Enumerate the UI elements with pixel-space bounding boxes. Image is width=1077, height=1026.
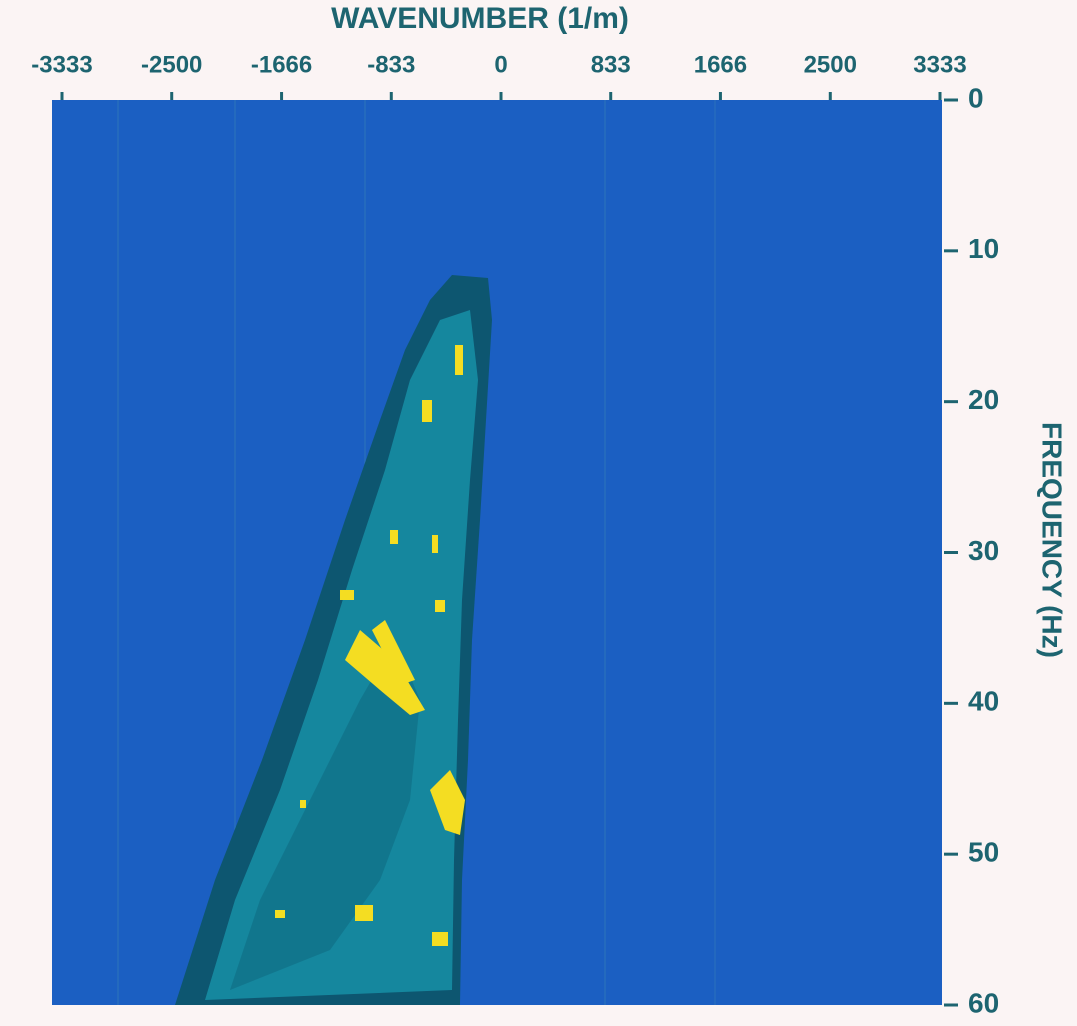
highlights bbox=[275, 345, 465, 946]
x-tick-label: 2500 bbox=[804, 51, 857, 78]
wedge-inner bbox=[205, 310, 478, 1000]
y-tick-label: 20 bbox=[968, 384, 999, 415]
x-tick-label: 0 bbox=[494, 51, 507, 78]
y-tick-label: 10 bbox=[968, 233, 999, 264]
x-tick-label: -1666 bbox=[251, 51, 312, 78]
wedge-texture bbox=[230, 640, 420, 990]
spectrum bbox=[117, 100, 716, 1005]
y-tick-label: 40 bbox=[968, 686, 999, 717]
y-tick-label: 0 bbox=[968, 82, 984, 113]
x-tick-label: 3333 bbox=[913, 51, 966, 78]
y-tick-label: 50 bbox=[968, 837, 999, 868]
x-tick-label: -833 bbox=[367, 51, 415, 78]
x-tick-label: -2500 bbox=[141, 51, 202, 78]
y-axis-title: FREQUENCY (Hz) bbox=[1037, 422, 1068, 658]
x-tick-label: 1666 bbox=[694, 51, 747, 78]
y-tick-label: 30 bbox=[968, 535, 999, 566]
y-tick-label: 60 bbox=[968, 987, 999, 1018]
x-tick-label: -3333 bbox=[31, 51, 92, 78]
x-tick-label: 833 bbox=[591, 51, 631, 78]
x-axis-title: WAVENUMBER (1/m) bbox=[331, 2, 629, 35]
plot-background bbox=[52, 100, 942, 1005]
